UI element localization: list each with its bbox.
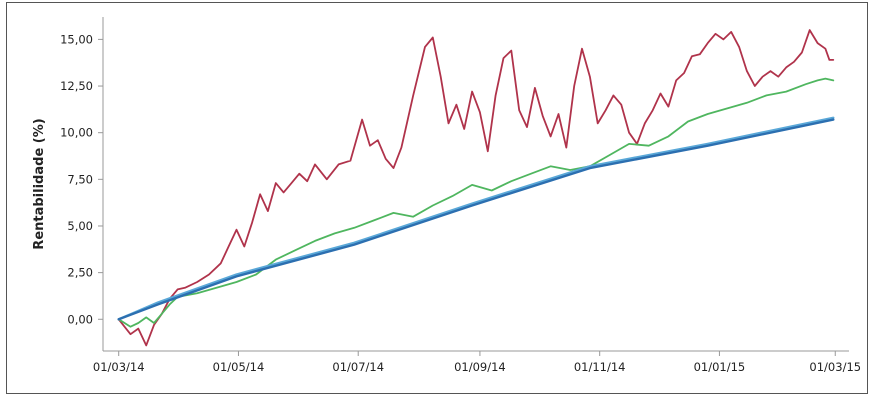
x-tick-label: 01/03/14 (93, 360, 145, 374)
line-chart: 0,00 2,50 5,00 7,50 10,00 12,50 15,00 01/03/14 0… (32, 17, 861, 374)
y-tick-label: 10,00 (60, 126, 93, 140)
y-tick-label: 12,50 (60, 79, 93, 93)
y-tick-label: 7,50 (67, 172, 93, 186)
series-line-1 (117, 29, 835, 347)
x-tick-label: 01/03/15 (809, 360, 861, 374)
x-tick-label: 01/09/14 (454, 360, 506, 374)
y-axis-title: Rentabilidade (%) (32, 118, 47, 249)
x-tick-label: 01/11/14 (574, 360, 626, 374)
x-tick-label: 01/01/15 (694, 360, 746, 374)
x-tick-label: 01/05/14 (213, 360, 265, 374)
y-tick-label: 5,00 (67, 219, 93, 233)
series-line-3 (117, 116, 835, 321)
chart-frame: 0,00 2,50 5,00 7,50 10,00 12,50 15,00 01/03/14 0… (6, 2, 868, 394)
y-tick-label: 15,00 (60, 32, 93, 46)
y-tick-label: 2,50 (67, 266, 93, 280)
series-line-4 (117, 118, 835, 321)
y-tick-label: 0,00 (67, 312, 93, 326)
x-tick-label: 01/07/14 (332, 360, 384, 374)
